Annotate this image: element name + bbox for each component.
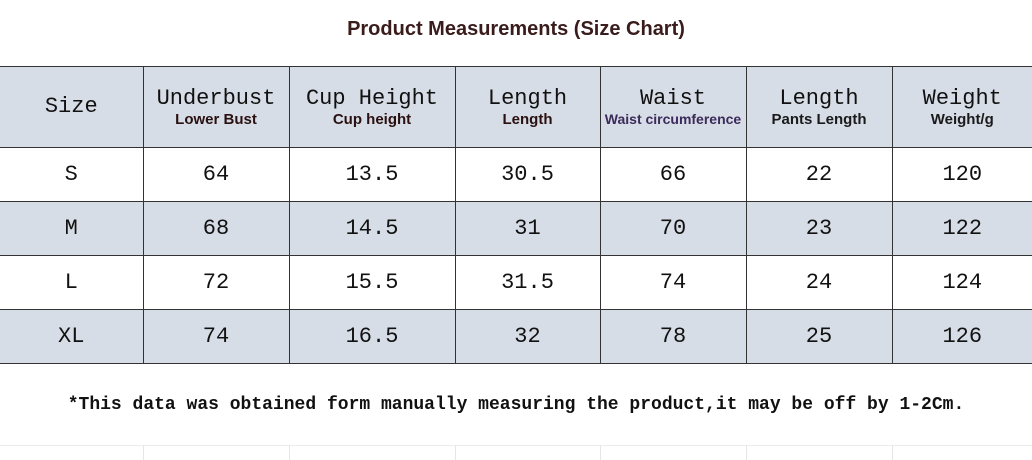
- header-sublabel: Cup height: [332, 110, 412, 128]
- cell: 74: [142, 309, 290, 364]
- header-sublabel: Waist circumference: [604, 110, 742, 127]
- cell: 15.5: [288, 255, 456, 310]
- header-label: Weight: [922, 85, 1002, 111]
- cell: 72: [142, 255, 290, 310]
- cell: 78: [599, 309, 747, 364]
- header-cell: Length Length: [454, 66, 601, 148]
- header-label: Underbust: [156, 85, 276, 111]
- header-cell: Weight Weight/g: [891, 66, 1032, 148]
- header-label: Waist: [639, 85, 706, 111]
- table-body: Size Underbust Lower Bust Cup Height Cup hei…: [0, 66, 1032, 364]
- faint-line: [143, 445, 144, 460]
- header-cell: Size: [0, 66, 144, 148]
- faint-line: [892, 445, 893, 460]
- faint-line: [600, 445, 601, 460]
- cell: 22: [745, 147, 893, 202]
- data-row: M 68 14.5 31 70 23 122: [0, 201, 1032, 256]
- header-label: Length: [779, 85, 859, 111]
- cell: L: [0, 255, 144, 310]
- cell: 31.5: [454, 255, 601, 310]
- title: Product Measurements (Size Chart): [347, 18, 685, 40]
- faint-line: [746, 445, 747, 460]
- cell: 74: [599, 255, 747, 310]
- header-sublabel: Pants Length: [771, 110, 867, 128]
- header-sublabel: Lower Bust: [175, 110, 257, 128]
- header-cell: Underbust Lower Bust: [142, 66, 290, 148]
- header-cell: Cup Height Cup height: [288, 66, 456, 148]
- cell: 31: [454, 201, 601, 256]
- header-label: Length: [487, 85, 568, 111]
- header-sublabel: Length: [502, 110, 553, 128]
- faint-line: [455, 445, 456, 460]
- cell: 30.5: [454, 147, 601, 202]
- data-row: S 64 13.5 30.5 66 22 120: [0, 147, 1032, 202]
- header-label: Cup Height: [305, 85, 439, 111]
- faint-line: [289, 445, 290, 460]
- cell: 32: [454, 309, 601, 364]
- cell: 66: [599, 147, 747, 202]
- cell: 23: [745, 201, 893, 256]
- cell: M: [0, 201, 144, 256]
- cell: 122: [891, 201, 1032, 256]
- header-cell: Waist Waist circumference: [599, 66, 747, 148]
- cell: 16.5: [288, 309, 456, 364]
- header-sublabel: Weight/g: [930, 110, 994, 128]
- data-row: L 72 15.5 31.5 74 24 124: [0, 255, 1032, 310]
- cell: 25: [745, 309, 893, 364]
- cell: 126: [891, 309, 1032, 364]
- cell: 68: [142, 201, 290, 256]
- header-label: Size: [44, 94, 98, 119]
- cell: 13.5: [288, 147, 456, 202]
- cell: 64: [142, 147, 290, 202]
- cell: 14.5: [288, 201, 456, 256]
- note: *This data was obtained form manually me…: [67, 395, 965, 415]
- data-row: XL 74 16.5 32 78 25 126: [0, 309, 1032, 364]
- cell: 124: [891, 255, 1032, 310]
- cell: S: [0, 147, 144, 202]
- cell: 70: [599, 201, 747, 256]
- size-table: Size Underbust Lower Bust Cup Height Cup hei…: [0, 66, 1032, 364]
- cell: XL: [0, 309, 144, 364]
- header-cell: Length Pants Length: [745, 66, 893, 148]
- header-row: Size Underbust Lower Bust Cup Height Cup hei…: [0, 66, 1032, 148]
- cell: 120: [891, 147, 1032, 202]
- cell: 24: [745, 255, 893, 310]
- divider: [0, 445, 1032, 446]
